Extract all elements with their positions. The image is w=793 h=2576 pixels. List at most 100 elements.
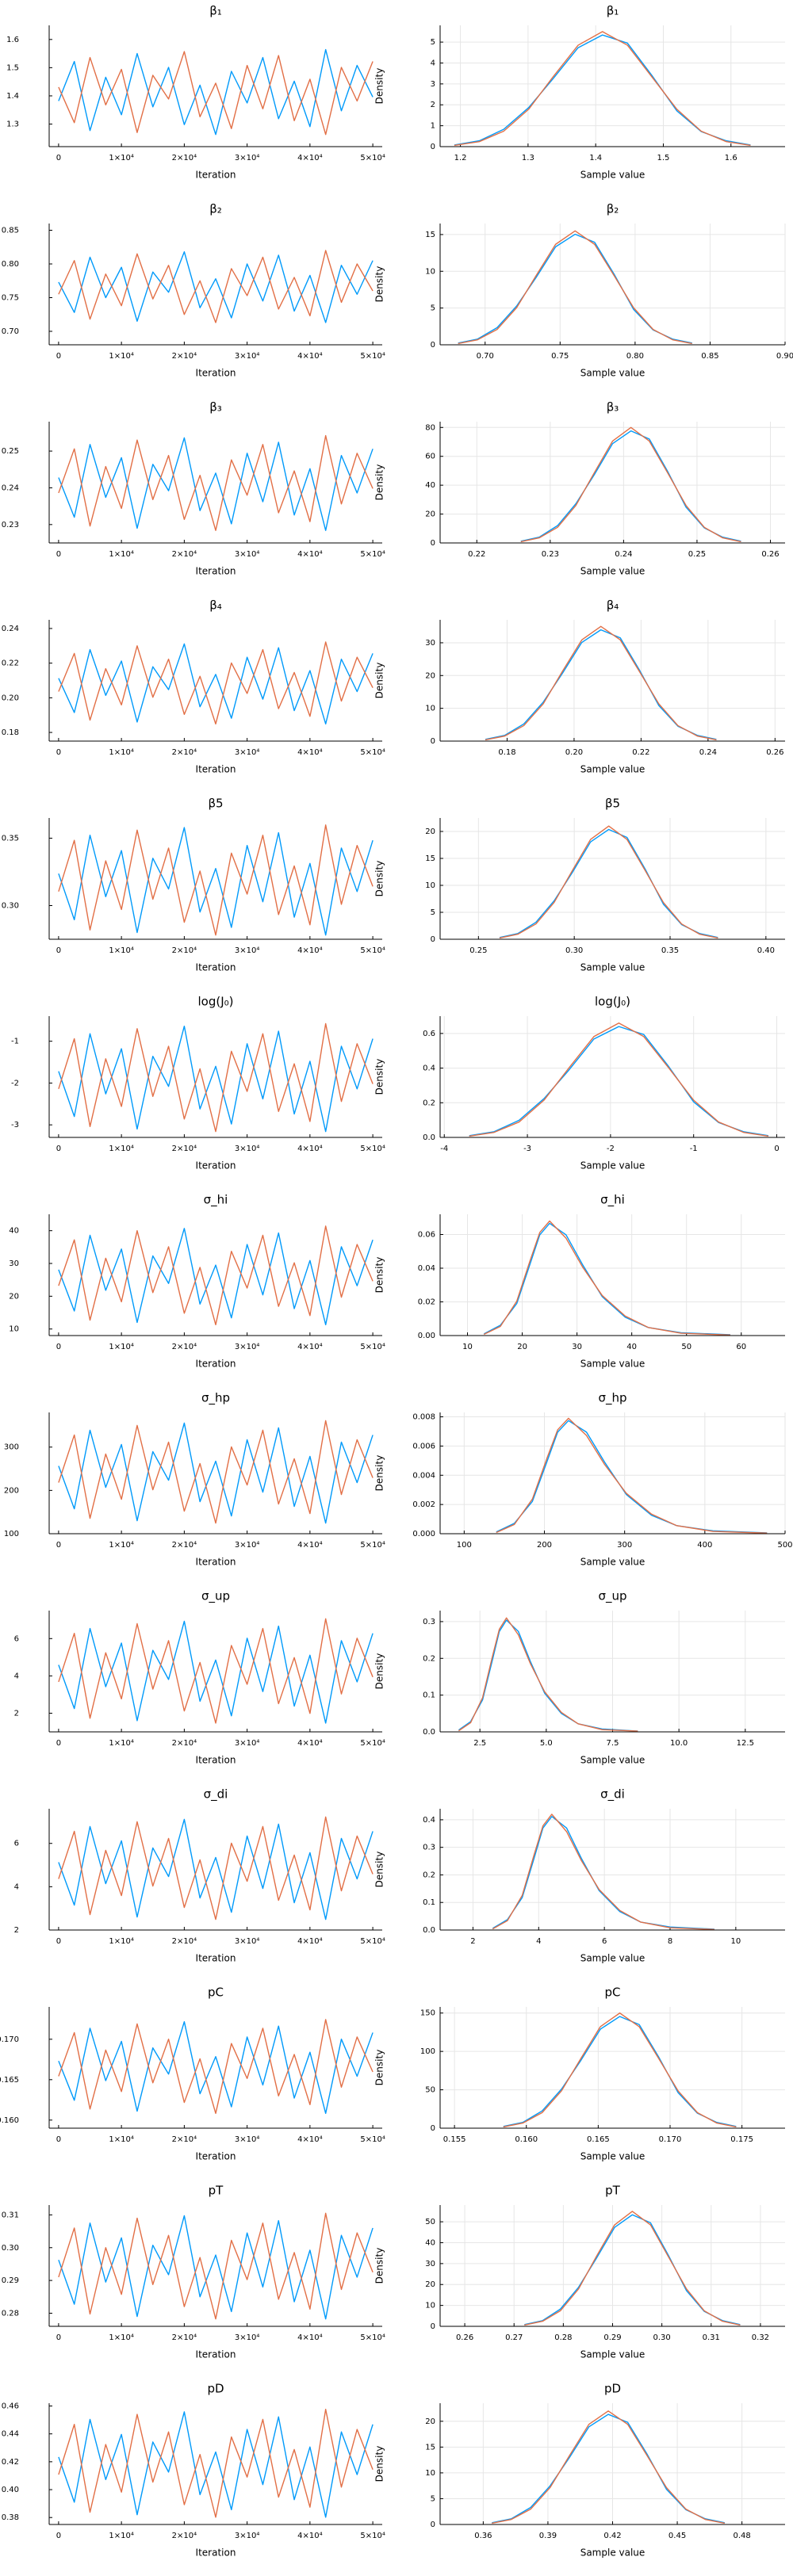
series-line bbox=[58, 48, 374, 136]
x-tick-label: -1 bbox=[690, 1145, 698, 1153]
x-axis-label: Iteration bbox=[196, 2151, 236, 2162]
series-line bbox=[483, 1222, 730, 1336]
x-tick-label: 30 bbox=[572, 1343, 582, 1351]
y-tick-label: 0.1 bbox=[423, 1691, 435, 1700]
x-tick-label: 4×10⁴ bbox=[297, 1739, 322, 1748]
y-tick-label: 0.0 bbox=[423, 1133, 435, 1142]
y-tick-label: 0.06 bbox=[418, 1231, 435, 1240]
series-line bbox=[58, 251, 374, 323]
y-tick-label: 0 bbox=[431, 2124, 435, 2133]
y-tick-label: 0.35 bbox=[2, 835, 19, 843]
x-tick-label: 1×10⁴ bbox=[109, 1145, 133, 1153]
y-tick-label: 0.0 bbox=[423, 1926, 435, 1935]
x-tick-label: 0.24 bbox=[699, 748, 717, 757]
x-tick-label: 0.22 bbox=[632, 748, 649, 757]
x-tick-label: 0 bbox=[56, 550, 61, 559]
x-tick-label: 3×10⁴ bbox=[235, 1343, 259, 1351]
y-tick-label: 2 bbox=[14, 1926, 19, 1935]
series-line bbox=[58, 643, 374, 725]
x-tick-label: 2×10⁴ bbox=[172, 1541, 197, 1550]
y-tick-label: 0.0 bbox=[423, 1728, 435, 1737]
x-tick-label: 0 bbox=[56, 1541, 61, 1550]
x-axis-label: Iteration bbox=[196, 2547, 236, 2559]
y-tick-label: 0 bbox=[431, 341, 435, 350]
y-axis-label: Density bbox=[374, 663, 385, 699]
y-axis-label: Density bbox=[374, 1257, 385, 1294]
y-axis-label: Density bbox=[374, 464, 385, 501]
x-tick-label: 4×10⁴ bbox=[297, 550, 322, 559]
x-tick-label: 0 bbox=[56, 352, 61, 361]
x-tick-label: 40 bbox=[626, 1343, 637, 1351]
x-tick-label: 1×10⁴ bbox=[109, 1937, 133, 1946]
y-tick-label: 0.3 bbox=[423, 1844, 435, 1852]
x-tick-label: 0.48 bbox=[733, 2532, 750, 2540]
y-axis-label: Density bbox=[374, 1455, 385, 1492]
x-axis-label: Sample value bbox=[580, 1755, 646, 1766]
y-tick-label: 0.6 bbox=[423, 1030, 435, 1038]
x-axis-label: Iteration bbox=[196, 764, 236, 775]
x-axis-label: Sample value bbox=[580, 1557, 646, 1568]
x-tick-label: 1×10⁴ bbox=[109, 1739, 133, 1748]
y-axis-label: Density bbox=[374, 266, 385, 303]
y-tick-label: 0.24 bbox=[2, 625, 19, 633]
x-tick-label: 1×10⁴ bbox=[109, 154, 133, 162]
panel-title: β₂ bbox=[209, 202, 222, 216]
x-tick-label: 0.18 bbox=[498, 748, 515, 757]
x-tick-label: 5×10⁴ bbox=[360, 748, 385, 757]
x-tick-label: 500 bbox=[777, 1541, 792, 1550]
y-tick-label: 300 bbox=[4, 1443, 19, 1452]
y-tick-label: 0.00 bbox=[418, 1332, 435, 1340]
y-tick-label: 10 bbox=[425, 881, 435, 890]
x-axis-label: Iteration bbox=[196, 1557, 236, 1568]
x-axis-label: Sample value bbox=[580, 962, 646, 973]
x-tick-label: 1×10⁴ bbox=[109, 1343, 133, 1351]
y-tick-label: 5 bbox=[431, 38, 435, 47]
x-tick-label: 400 bbox=[697, 1541, 712, 1550]
y-tick-label: 80 bbox=[425, 423, 435, 432]
x-tick-label: 3×10⁴ bbox=[235, 154, 259, 162]
series-line bbox=[499, 825, 718, 939]
series-line bbox=[469, 1026, 769, 1137]
series-line bbox=[483, 1220, 730, 1336]
y-tick-label: 0.004 bbox=[412, 1471, 435, 1480]
x-tick-label: 4×10⁴ bbox=[297, 352, 322, 361]
y-tick-label: 0.160 bbox=[0, 2116, 19, 2125]
y-axis-label: Density bbox=[374, 1653, 385, 1690]
y-tick-label: 0.30 bbox=[2, 902, 19, 911]
y-tick-label: 6 bbox=[14, 1634, 19, 1643]
panel-title: β5 bbox=[605, 797, 620, 811]
x-tick-label: 4 bbox=[536, 1937, 541, 1946]
x-tick-label: 0.170 bbox=[659, 2135, 682, 2144]
x-tick-label: 4×10⁴ bbox=[297, 1145, 322, 1153]
y-tick-label: 60 bbox=[425, 453, 435, 461]
x-tick-label: 5×10⁴ bbox=[360, 946, 385, 955]
series-line bbox=[58, 1420, 374, 1524]
series-line bbox=[492, 1814, 714, 1930]
x-tick-label: 0 bbox=[56, 1937, 61, 1946]
x-tick-label: 60 bbox=[736, 1343, 746, 1351]
y-tick-label: 0.02 bbox=[418, 1298, 435, 1307]
y-tick-label: 0.70 bbox=[2, 327, 19, 336]
series-line bbox=[503, 2016, 737, 2127]
x-tick-label: 2.5 bbox=[473, 1739, 486, 1748]
y-tick-label: 0.29 bbox=[2, 2276, 19, 2285]
x-tick-label: 4×10⁴ bbox=[297, 2532, 322, 2540]
x-tick-label: 2×10⁴ bbox=[172, 2135, 197, 2144]
panel-title: pT bbox=[605, 2184, 621, 2198]
y-tick-label: 0.006 bbox=[412, 1442, 435, 1450]
x-tick-label: -3 bbox=[523, 1145, 531, 1153]
y-tick-label: 1.3 bbox=[6, 120, 19, 129]
y-tick-label: 1 bbox=[431, 122, 435, 131]
x-tick-label: 0.45 bbox=[668, 2532, 686, 2540]
y-tick-label: 0.2 bbox=[423, 1871, 435, 1879]
panel-title: β₃ bbox=[607, 400, 619, 415]
series-line bbox=[58, 641, 374, 725]
series-line bbox=[58, 1022, 374, 1133]
x-tick-label: 0.165 bbox=[587, 2135, 610, 2144]
y-tick-label: 0.30 bbox=[2, 2244, 19, 2253]
x-tick-label: 50 bbox=[681, 1343, 691, 1351]
series-line bbox=[454, 34, 751, 146]
series-line bbox=[58, 1818, 374, 1921]
series-line bbox=[58, 2019, 374, 2115]
